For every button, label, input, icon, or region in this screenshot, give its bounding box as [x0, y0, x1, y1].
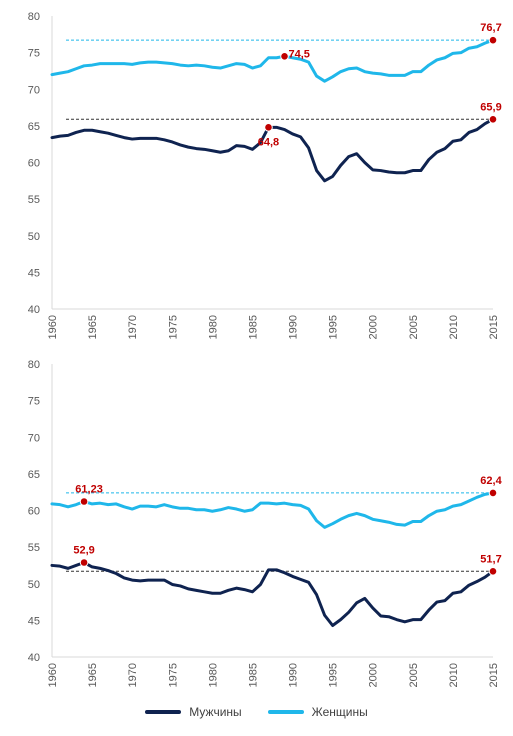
annotation-marker [280, 51, 289, 61]
x-tick-label: 1985 [247, 663, 259, 687]
x-tick-label: 2005 [408, 663, 420, 687]
series-line-women [50, 38, 495, 83]
y-tick-label: 75 [28, 396, 40, 408]
y-tick-label: 50 [28, 579, 40, 591]
legend: Мужчины Женщины [0, 700, 513, 724]
x-tick-label: 2005 [408, 315, 420, 339]
x-tick-label: 1975 [167, 663, 179, 687]
x-tick-label: 2015 [488, 315, 500, 339]
annotation-marker [79, 558, 89, 567]
y-tick-label: 40 [28, 652, 40, 664]
x-tick-label: 1965 [87, 663, 99, 687]
x-tick-label: 1980 [207, 315, 219, 339]
data-label: 74,5 [289, 48, 310, 60]
annotation-marker [488, 35, 498, 45]
x-tick-label: 1990 [288, 315, 300, 339]
y-tick-label: 60 [28, 506, 40, 518]
legend-swatch-women [267, 710, 304, 714]
data-label: 64,8 [258, 136, 279, 148]
x-tick-label: 1990 [288, 663, 300, 687]
x-tick-label: 2015 [488, 663, 500, 687]
x-tick-label: 1980 [207, 663, 219, 687]
x-tick-label: 2010 [448, 663, 460, 687]
y-tick-label: 45 [28, 615, 40, 627]
x-tick-label: 1960 [47, 663, 59, 687]
y-tick-label: 50 [28, 231, 40, 243]
top-panel: 40 45 50 55 60 65 70 75 80 1960 1965 1970 1975 1980 19… [28, 11, 502, 339]
x-tick-label: 1970 [127, 663, 139, 687]
legend-item-women: Женщины [267, 705, 368, 719]
y-tick-label: 60 [28, 158, 40, 170]
y-tick-label: 75 [28, 48, 40, 60]
data-label: 52,9 [73, 545, 94, 557]
data-label: 61,23 [75, 483, 103, 495]
x-tick-label: 1960 [47, 315, 59, 339]
y-tick-label: 55 [28, 194, 40, 206]
data-label: 51,7 [480, 553, 501, 565]
y-tick-label: 70 [28, 84, 40, 96]
legend-label-women: Женщины [311, 705, 368, 719]
legend-label-men: Мужчины [189, 705, 242, 719]
y-tick-label: 80 [28, 11, 40, 23]
data-label: 76,7 [480, 22, 501, 34]
x-tick-label: 1965 [87, 315, 99, 339]
annotation-marker [488, 114, 498, 124]
y-tick-label: 80 [28, 359, 40, 371]
y-tick-label: 65 [28, 121, 40, 133]
x-tick-label: 1995 [328, 663, 340, 687]
bottom-panel: 40 45 50 55 60 65 70 75 80 1960 1965 1970 1975 1980 19… [28, 359, 503, 687]
data-label: 62,4 [480, 475, 502, 487]
legend-swatch-men [145, 710, 182, 714]
x-tick-label: 2000 [368, 663, 380, 687]
legend-item-men: Мужчины [145, 705, 242, 719]
y-tick-label: 40 [28, 304, 40, 316]
annotation-marker [264, 123, 273, 132]
annotation-marker [488, 566, 498, 576]
y-tick-label: 55 [28, 542, 40, 554]
series-line-women [50, 491, 495, 529]
annotation-marker [79, 497, 89, 506]
x-tick-label: 1985 [247, 315, 259, 339]
data-label: 65,9 [480, 101, 501, 113]
y-tick-label: 65 [28, 469, 40, 481]
x-tick-label: 2000 [368, 315, 380, 339]
x-tick-label: 1970 [127, 315, 139, 339]
annotation-marker [488, 488, 498, 498]
series-line-men [50, 561, 495, 627]
y-tick-label: 70 [28, 432, 40, 444]
x-tick-label: 1975 [167, 315, 179, 339]
x-tick-label: 1995 [328, 315, 340, 339]
y-tick-label: 45 [28, 267, 40, 279]
x-tick-label: 2010 [448, 315, 460, 339]
